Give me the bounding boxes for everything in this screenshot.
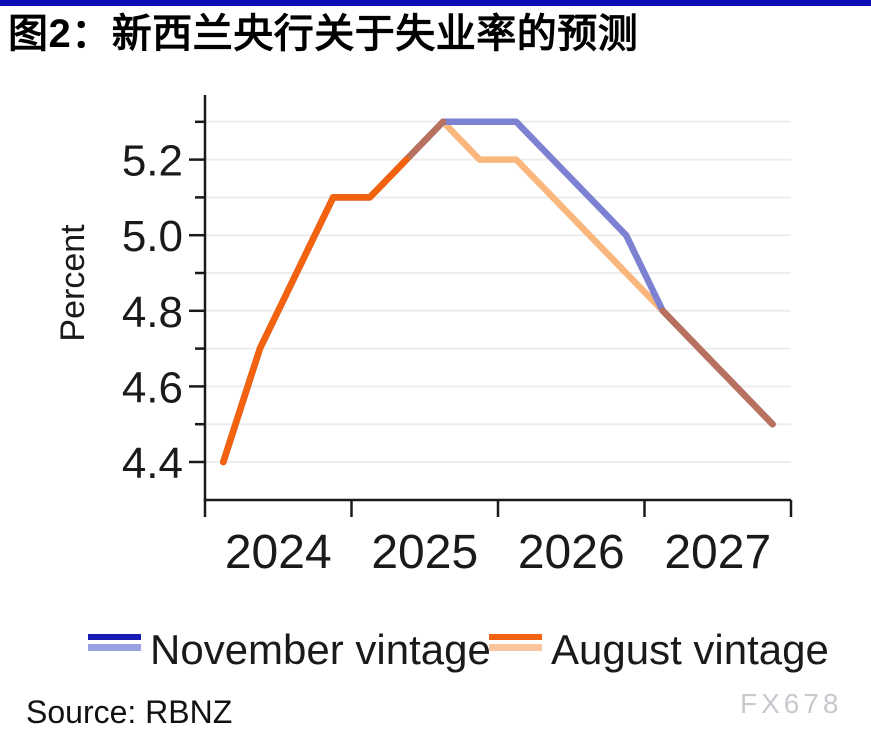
- y-axis-title: Percent: [54, 224, 92, 342]
- y-tick-label: 5.0: [122, 212, 183, 261]
- page-title: 图2：新西兰央行关于失业率的预测: [8, 12, 639, 56]
- history-line: [220, 156, 410, 466]
- x-tick-label: 2024: [225, 526, 332, 579]
- y-tick-label: 4.8: [122, 288, 183, 337]
- y-tick-label: 4.4: [122, 439, 183, 488]
- august-vintage-line: [220, 118, 776, 466]
- overlap-segment-line: [659, 307, 776, 428]
- legend-swatch-november: [88, 634, 141, 651]
- source-text: Source: RBNZ: [26, 694, 233, 730]
- overlap-segment-line: [220, 118, 447, 466]
- y-tick-label: 4.6: [122, 363, 183, 412]
- watermark: FX678: [740, 688, 843, 719]
- x-tick-label: 2027: [664, 526, 771, 579]
- x-tick-label: 2025: [371, 526, 478, 579]
- november-vintage-line: [220, 118, 776, 466]
- y-tick-label: 5.2: [122, 137, 183, 186]
- legend-swatch-august: [489, 634, 542, 651]
- august-history-swatch-bar: [489, 634, 542, 640]
- august-forecast-swatch-bar: [489, 644, 542, 651]
- top-accent-bar: [0, 0, 871, 6]
- legend-label-august: August vintage: [551, 626, 829, 673]
- november-history-swatch-bar: [88, 634, 141, 640]
- legend-label-november: November vintage: [150, 626, 491, 673]
- x-tick-label: 2026: [518, 526, 625, 579]
- november-forecast-swatch-bar: [88, 644, 141, 651]
